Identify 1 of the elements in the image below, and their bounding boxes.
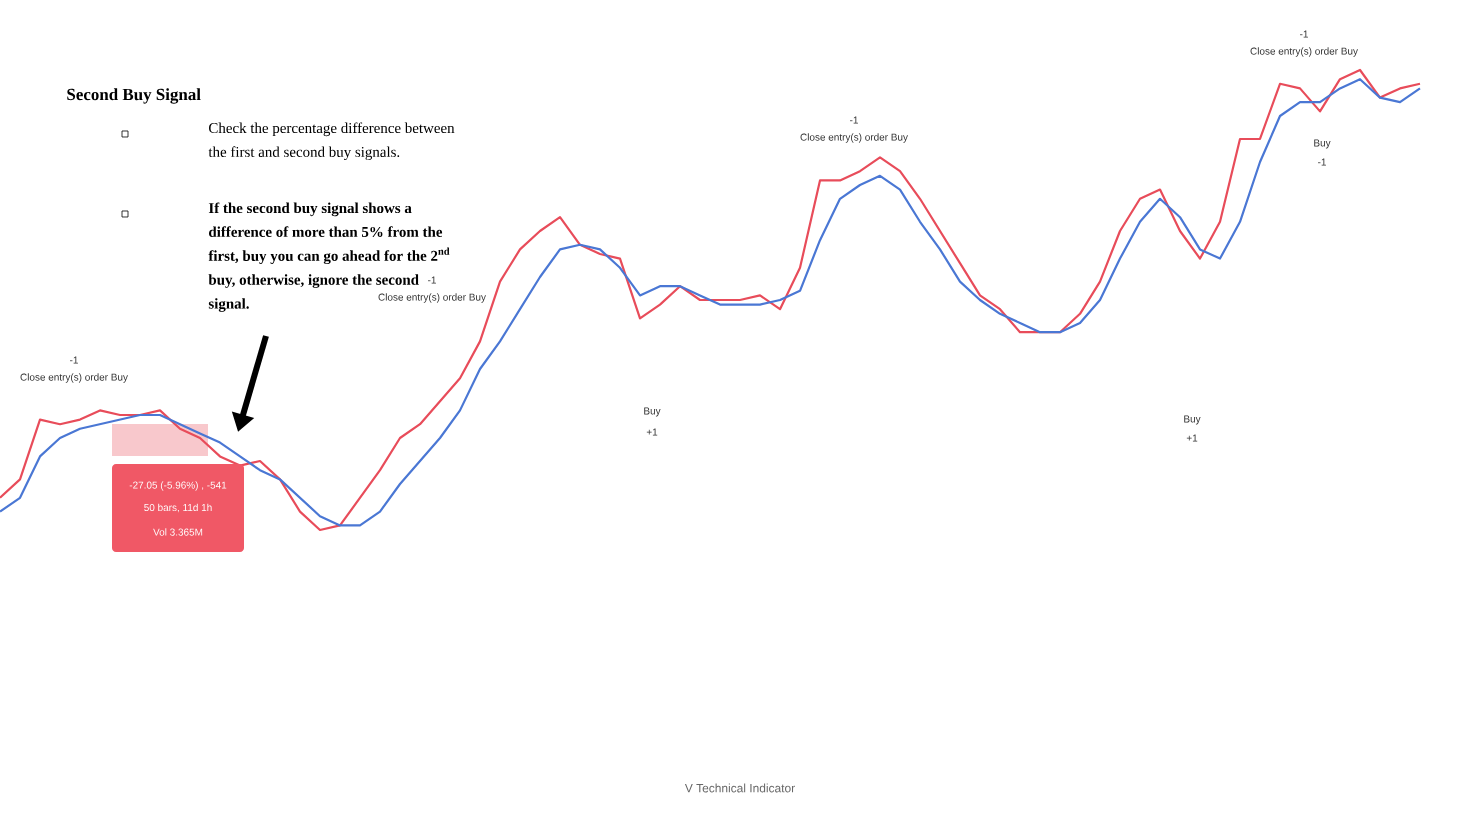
- annotation: Second Buy Signal: [67, 88, 201, 104]
